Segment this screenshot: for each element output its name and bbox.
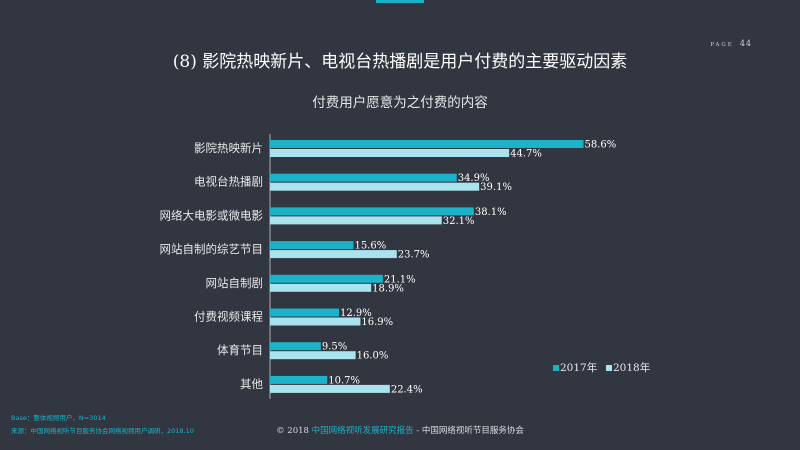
data-label: 10.7% bbox=[328, 375, 360, 386]
bar-2017 bbox=[270, 173, 457, 182]
bar-2017 bbox=[270, 274, 383, 283]
data-label: 32.1% bbox=[443, 216, 475, 227]
bar-2018 bbox=[270, 317, 361, 326]
bar-2017 bbox=[270, 207, 474, 216]
copyright-line: © 2018 中国网络视听发展研究报告 - 中国网络视听节目服务协会 bbox=[0, 424, 800, 436]
bar-chart: 影院热映新片 58.6% 44.7% 电视台热播剧 34.9%39.1% 网络大电影或微电… bbox=[160, 134, 650, 399]
data-label: 22.4% bbox=[391, 384, 423, 395]
copyright-prefix: © 2018 bbox=[276, 426, 312, 436]
data-label: 58.6% bbox=[585, 140, 617, 151]
bar-2017 bbox=[270, 342, 321, 351]
data-label: 38.1% bbox=[475, 207, 507, 218]
data-label: 44.7% bbox=[510, 149, 542, 160]
category-label: 体育节目 bbox=[217, 343, 263, 357]
legend-swatch-2017 bbox=[553, 365, 559, 371]
page-number: PAGE 44 bbox=[710, 39, 752, 48]
data-label: 15.6% bbox=[354, 241, 386, 252]
bar-2018 bbox=[270, 182, 480, 191]
bar-2018 bbox=[270, 351, 356, 360]
category-label: 电视台热播剧 bbox=[194, 175, 263, 189]
data-label: 23.7% bbox=[398, 250, 430, 261]
data-label: 9.5% bbox=[322, 342, 347, 353]
bar-2017 bbox=[270, 375, 328, 384]
legend-label: 2017年 bbox=[560, 361, 597, 374]
data-label: 12.9% bbox=[340, 308, 372, 319]
category-label: 影院热映新片 bbox=[194, 141, 263, 155]
data-label: 34.9% bbox=[458, 173, 490, 184]
chart-title: 付费用户愿意为之付费的内容 bbox=[312, 95, 488, 111]
data-label: 21.1% bbox=[384, 274, 416, 285]
page-number-value: 44 bbox=[739, 39, 752, 48]
page-label: PAGE bbox=[710, 42, 734, 48]
data-label: 39.1% bbox=[480, 182, 512, 193]
bar-2018 bbox=[270, 283, 372, 292]
source-note: 来源：中国网络视听节目服务协会网络视频用户调研，2018.10 bbox=[11, 427, 194, 435]
legend-swatch-2018 bbox=[606, 365, 612, 371]
category-label: 其他 bbox=[240, 377, 263, 391]
data-label: 16.0% bbox=[357, 351, 389, 362]
base-note: Base：整体视频用户，N=3014 bbox=[11, 414, 106, 422]
copyright-suffix: - 中国网络视听节目服务协会 bbox=[413, 426, 524, 436]
bar-2018 bbox=[270, 149, 510, 157]
category-label: 网络大电影或微电影 bbox=[160, 208, 264, 222]
bar-2018 bbox=[270, 250, 397, 259]
legend-label: 2018年 bbox=[613, 361, 650, 374]
bar-2017 bbox=[270, 140, 584, 148]
bar-2018 bbox=[270, 216, 442, 225]
top-accent-bar bbox=[376, 0, 424, 3]
bar-2018 bbox=[270, 384, 390, 393]
data-label: 16.9% bbox=[361, 317, 393, 328]
data-label: 18.9% bbox=[372, 283, 404, 294]
slide-title: (8) 影院热映新片、电视台热播剧是用户付费的主要驱动因素 bbox=[172, 52, 628, 72]
copyright-report-name: 中国网络视听发展研究报告 bbox=[311, 426, 414, 436]
bar-2017 bbox=[270, 308, 340, 317]
category-label: 网站自制的综艺节目 bbox=[160, 242, 264, 256]
bar-2017 bbox=[270, 241, 354, 250]
category-label: 网站自制剧 bbox=[206, 276, 264, 290]
category-label: 付费视频课程 bbox=[194, 310, 263, 324]
